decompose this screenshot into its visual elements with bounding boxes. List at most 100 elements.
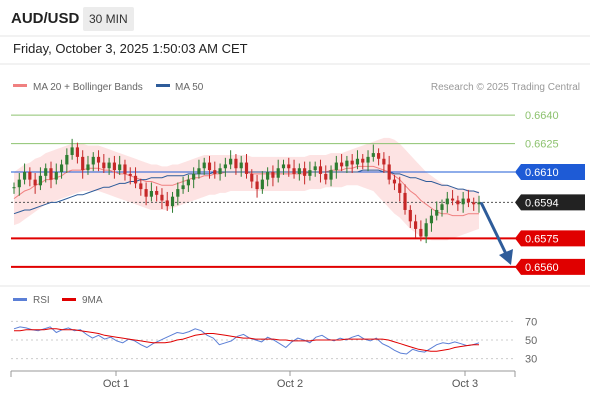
candle-body [165,200,169,207]
candle-body [334,162,338,171]
candle-body [44,168,48,176]
candle [239,155,243,177]
candle-body [419,228,423,237]
x-tick-label-1: Oct 2 [277,378,303,390]
legend-rsi-ma-swatch [62,298,76,301]
candle [345,155,349,173]
candle-body [102,162,106,169]
candle-body [429,215,434,224]
candle-body [244,162,249,174]
level-label-4: 0.6575 [525,233,559,245]
candle [207,155,212,179]
candle-body [297,168,301,174]
candle-body [28,172,32,180]
candle [229,150,233,170]
candle [54,163,58,185]
candle-body [38,175,43,186]
level-tag-2 [515,164,585,181]
candle [398,176,402,202]
candle-body [229,158,233,165]
candle [350,154,354,173]
candle [197,159,201,179]
candle [96,150,101,172]
candle [303,161,307,185]
candle-body [207,162,212,171]
candle-body [287,164,291,169]
candle-body [17,179,21,188]
candle [139,178,143,196]
candle [408,205,412,228]
candle [213,161,217,179]
candle [128,167,132,185]
candle [361,154,365,170]
candle-body [202,162,206,169]
candle-body [424,223,428,237]
candle-body [12,187,16,189]
candle-body [239,162,243,169]
candle [176,182,180,206]
candle [429,209,434,232]
candle [160,188,164,210]
candle [334,155,338,179]
level-label-2: 0.6610 [525,167,559,179]
candle-body [461,198,465,205]
candle [318,159,323,183]
candle [75,142,79,164]
legend-ma50-label: MA 50 [175,82,204,93]
candle-body [472,202,476,205]
chart-datetime: Friday, October 3, 2025 1:50:03 AM CET [13,41,248,56]
candle [308,161,312,181]
candle [276,159,280,183]
candle [44,163,48,183]
candle [472,197,476,211]
timeframe-button[interactable]: 30 MIN [83,7,134,31]
rsi-tick-label-0: 70 [525,316,537,328]
candle-body [65,154,69,165]
candle-body [197,168,201,174]
level-tag-5 [515,258,585,275]
candle [313,161,317,177]
candle [461,191,465,213]
level-tag-3 [515,194,585,211]
bollinger-band [14,137,479,241]
legend-ma20-swatch [13,84,27,87]
candle [65,148,69,173]
candle-body [223,164,227,169]
candle [456,195,460,211]
candle [260,171,264,194]
candle [466,190,471,208]
candle [329,165,333,187]
candle-body [440,204,444,210]
candle-body [192,173,196,180]
candle [450,190,455,206]
legend-ma50-swatch [156,84,170,87]
candle [165,191,169,211]
candle [271,165,275,187]
candle [170,191,175,213]
candle-body [213,170,217,174]
candle [22,163,27,185]
forecast-arrow-shaft [479,201,509,257]
candle-body [377,153,381,159]
candle [192,167,196,189]
candle-body [324,173,328,180]
candle-body [403,192,407,210]
legend-rsi-swatch [13,298,27,301]
rsi-series-1 [14,328,479,352]
candle [186,174,190,192]
candle [392,174,397,191]
candle [149,182,153,202]
credit-label: Research © 2025 Trading Central [431,82,580,93]
candle-body [96,156,101,163]
chart-header: AUD/USD 30 MIN [0,0,590,36]
candle-body [49,168,53,180]
candle-body [81,156,85,171]
candle-body [340,162,344,167]
candle-body [149,191,153,197]
candle-body [22,172,27,180]
candle [17,172,21,196]
forecast-arrow-head [499,248,513,265]
candle [403,184,407,215]
candle-body [308,170,312,176]
